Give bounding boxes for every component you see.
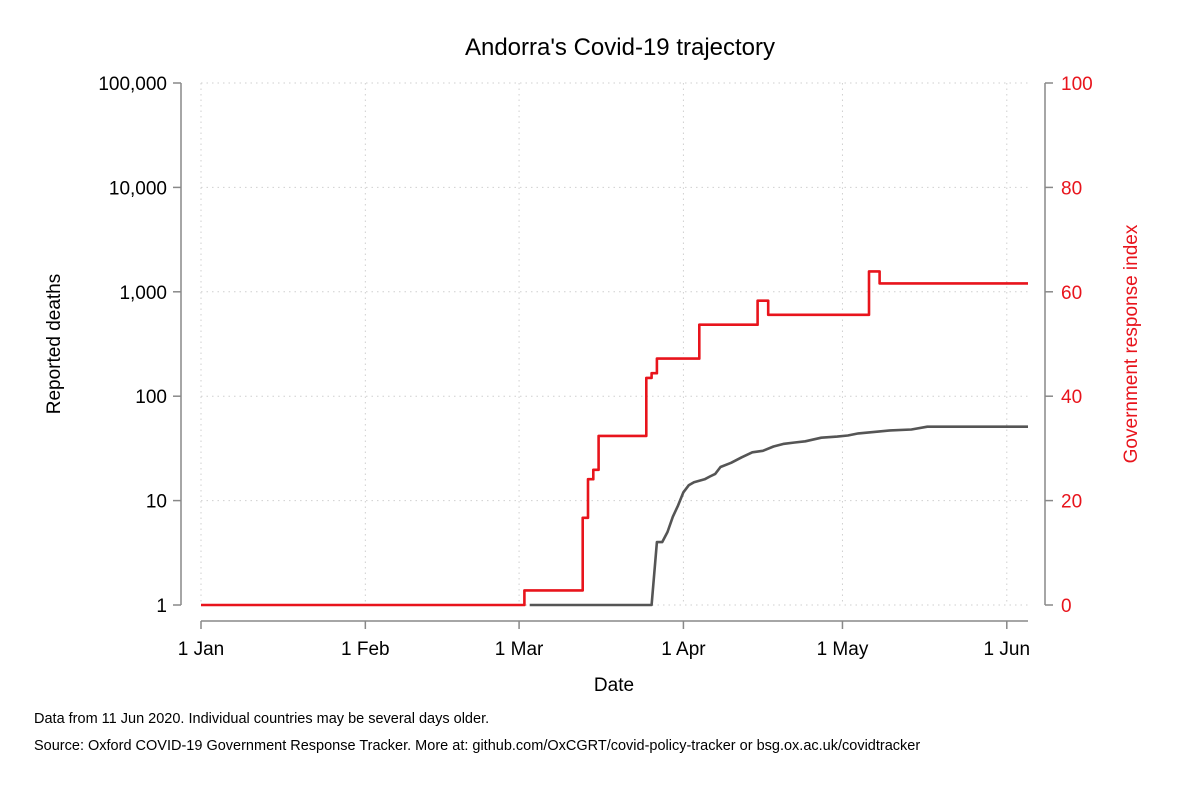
series	[201, 270, 1028, 607]
left-tick-label: 100	[135, 387, 167, 408]
right-tick-label: 60	[1061, 283, 1082, 304]
y-axis-label-left: Reported deaths	[44, 274, 65, 415]
ticks: 1 10 100 1,000 10,000 100,000 0 20 40 60 80 100 1 Ja…	[98, 74, 1092, 660]
right-tick-label: 20	[1061, 492, 1082, 513]
left-tick-label: 100,000	[98, 74, 167, 95]
x-tick-label: 1 Feb	[341, 639, 390, 660]
response-index-line	[201, 270, 1028, 607]
y-axis-label-right: Government response index	[1121, 224, 1142, 463]
left-tick-label: 1	[156, 596, 167, 617]
chart-title: Andorra's Covid-19 trajectory	[465, 34, 775, 61]
axes	[180, 83, 1046, 622]
x-tick-label: 1 Jan	[178, 639, 224, 660]
x-tick-label: 1 May	[817, 639, 869, 660]
left-tick-label: 1,000	[119, 283, 167, 304]
gridlines	[200, 82, 1028, 606]
right-tick-label: 100	[1061, 74, 1093, 95]
data-date-note: Data from 11 Jun 2020. Individual countr…	[34, 711, 490, 727]
right-tick-label: 0	[1061, 596, 1072, 617]
left-tick-label: 10,000	[109, 178, 167, 199]
right-tick-label: 80	[1061, 178, 1082, 199]
x-axis-label: Date	[594, 675, 634, 696]
deaths-line	[529, 425, 1028, 607]
x-tick-label: 1 Mar	[495, 639, 544, 660]
left-tick-label: 10	[146, 492, 167, 513]
x-tick-label: 1 Jun	[984, 639, 1030, 660]
source-note: Source: Oxford COVID-19 Government Respo…	[34, 738, 921, 754]
chart: Andorra's Covid-19 trajectory 1 10 100 1,00…	[44, 34, 1142, 696]
x-tick-label: 1 Apr	[661, 639, 706, 660]
right-tick-label: 40	[1061, 387, 1082, 408]
